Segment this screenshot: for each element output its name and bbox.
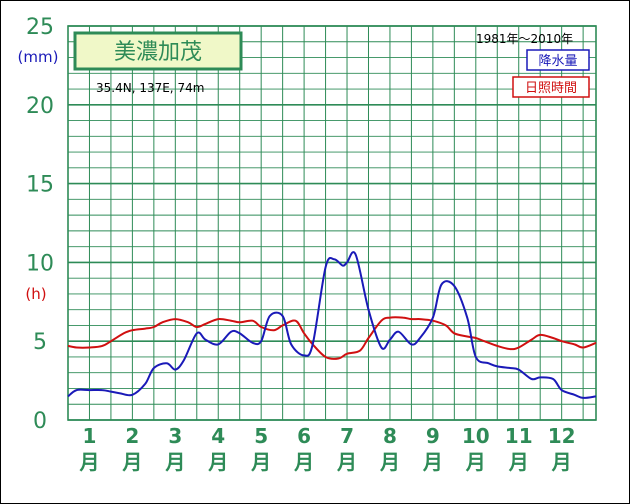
x-tick-month-number: 12: [548, 424, 576, 448]
x-tick-month-number: 6: [297, 424, 311, 448]
y-axis-ticks: 0 5 10 15 20 25: [26, 15, 54, 434]
grid: [67, 25, 597, 421]
legend: 降水量 日照時間: [512, 49, 590, 98]
y-tick-label: 20: [26, 94, 54, 119]
x-tick-month-number: 9: [426, 424, 440, 448]
plot-border: [67, 25, 597, 421]
series-line-precip: [67, 251, 597, 399]
legend-precip: 降水量: [538, 54, 577, 69]
x-tick-month-unit: 月: [164, 450, 185, 474]
x-tick-month-unit: 月: [293, 450, 314, 474]
x-tick-month-unit: 月: [465, 450, 486, 474]
y-unit-precip: (mm): [18, 48, 59, 66]
y-tick-label: 15: [26, 173, 54, 198]
x-tick-month-number: 8: [383, 424, 397, 448]
y-tick-label: 0: [33, 409, 47, 434]
x-tick-month-unit: 月: [121, 450, 142, 474]
x-tick-month-number: 11: [505, 424, 533, 448]
y-unit-sunshine: (h): [25, 285, 46, 303]
series-line-sunshine: [67, 316, 597, 360]
title-box: 美濃加茂: [73, 31, 243, 71]
x-tick-month-number: 7: [340, 424, 354, 448]
x-tick-month-number: 5: [254, 424, 268, 448]
x-tick-month-number: 3: [168, 424, 182, 448]
y-tick-label: 25: [26, 15, 54, 40]
station-location: 35.4N, 137E, 74m: [96, 81, 204, 95]
x-tick-month-unit: 月: [207, 450, 228, 474]
x-tick-month-unit: 月: [78, 450, 99, 474]
series-lines: [67, 251, 597, 399]
x-tick-month-number: 2: [125, 424, 139, 448]
x-tick-month-number: 4: [211, 424, 225, 448]
x-tick-month-unit: 月: [379, 450, 400, 474]
x-tick-month-unit: 月: [551, 450, 572, 474]
y-tick-label: 10: [26, 251, 54, 276]
legend-sunshine: 日照時間: [525, 81, 577, 96]
x-tick-month-number: 1: [83, 424, 97, 448]
x-tick-month-unit: 月: [422, 450, 443, 474]
chart-title: 美濃加茂: [114, 40, 202, 65]
y-tick-label: 5: [33, 330, 47, 355]
x-tick-month-unit: 月: [336, 450, 357, 474]
period-label: 1981年～2010年: [476, 32, 573, 46]
x-tick-month-unit: 月: [508, 450, 529, 474]
x-tick-month-number: 10: [462, 424, 490, 448]
x-tick-month-unit: 月: [250, 450, 271, 474]
